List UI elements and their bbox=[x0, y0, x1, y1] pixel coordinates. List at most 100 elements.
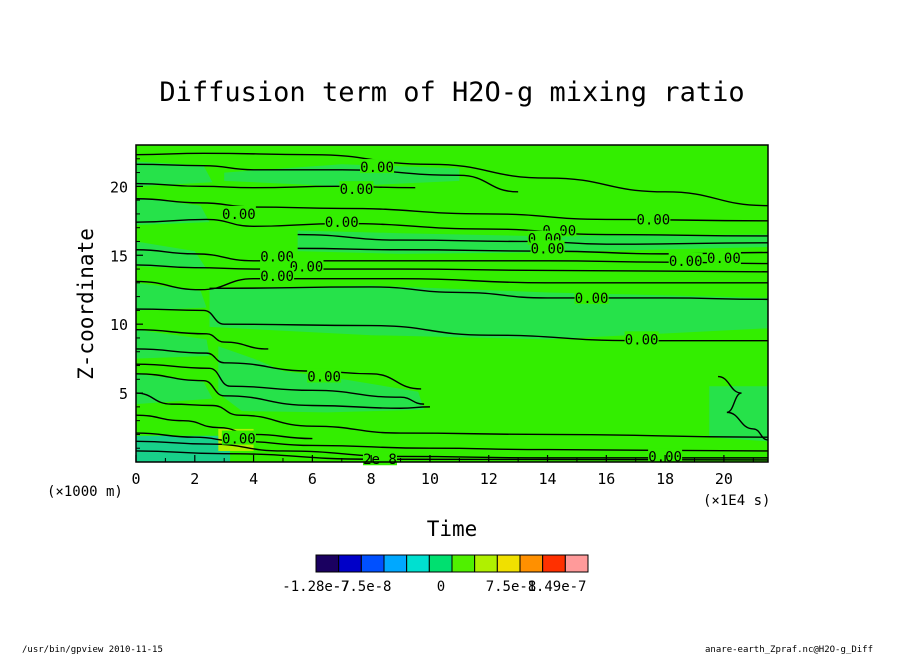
colorbar-swatch bbox=[451, 554, 476, 573]
contour-label-bg bbox=[339, 181, 374, 196]
contour-label: 0.00 bbox=[290, 259, 324, 275]
contour-label: 0.00 bbox=[636, 212, 670, 228]
contour-label-bg bbox=[668, 252, 703, 267]
x-tick-label: 2 bbox=[190, 470, 199, 488]
y-tick-label: 10 bbox=[110, 316, 128, 334]
contour-line bbox=[136, 163, 519, 193]
contour-line bbox=[136, 328, 269, 350]
contour-line bbox=[209, 286, 768, 301]
y-axis-label: Z-coordinate bbox=[74, 228, 98, 380]
contour-region bbox=[136, 161, 213, 187]
contour-label-bg bbox=[260, 267, 295, 282]
x-axis-label: Time bbox=[427, 517, 478, 541]
x-tick-label: 12 bbox=[480, 470, 498, 488]
contour-label-bg bbox=[530, 240, 565, 255]
contour-label-bg bbox=[324, 214, 359, 229]
contour-label: 0.00 bbox=[340, 182, 374, 198]
x-axis: 0 2 4 6 8 10 12 14 16 18 20 bbox=[131, 455, 754, 488]
colorbar-swatch bbox=[496, 554, 521, 573]
contour-label: 0.00 bbox=[625, 332, 659, 348]
x-tick-label: 6 bbox=[308, 470, 317, 488]
contour-lines bbox=[136, 152, 768, 461]
footer-right: anare-earth_Zpraf.nc@H2O-g_Diff bbox=[705, 645, 873, 654]
contour-line bbox=[136, 198, 768, 222]
x-tick-label: 18 bbox=[656, 470, 674, 488]
contour-label-bg bbox=[624, 331, 659, 346]
contour-label: 0.00 bbox=[669, 254, 703, 270]
contour-line bbox=[136, 152, 768, 207]
contour-label: 0.00 bbox=[707, 251, 741, 267]
colorbar-swatch bbox=[383, 554, 408, 573]
contour-label-bg bbox=[706, 250, 741, 265]
plot-frame bbox=[135, 144, 769, 463]
colorbar-swatch bbox=[428, 554, 453, 573]
contour-line bbox=[136, 277, 768, 291]
contour-region bbox=[136, 435, 231, 462]
x-unit-label: (×1E4 s) bbox=[703, 493, 770, 509]
contour-region bbox=[136, 329, 210, 359]
contour-label-bg bbox=[574, 289, 609, 304]
y-axis: 5 10 15 20 bbox=[110, 158, 143, 449]
contour-region bbox=[136, 241, 207, 270]
y-tick-label: 20 bbox=[110, 178, 128, 196]
contour-line bbox=[136, 392, 768, 438]
contour-label: 0.00 bbox=[260, 250, 294, 266]
colorbar-swatch bbox=[338, 554, 362, 573]
contour-label-bg bbox=[360, 159, 395, 174]
contour-label: 0.00 bbox=[575, 291, 609, 307]
x-tick-label: 14 bbox=[539, 470, 557, 488]
contour-line bbox=[136, 432, 768, 452]
footer-left: /usr/bin/gpview 2010-11-15 bbox=[22, 645, 163, 654]
contour-label-bg bbox=[307, 368, 342, 383]
contour-label-bg bbox=[289, 258, 324, 273]
colorbar-swatch bbox=[542, 554, 566, 573]
contour-label: 0.00 bbox=[307, 370, 341, 386]
contour-region bbox=[709, 386, 768, 442]
x-tick-label: 8 bbox=[367, 470, 376, 488]
colorbar-tick-label: -1.28e-7 bbox=[282, 579, 349, 595]
colorbar-tick-label: 0 bbox=[437, 579, 445, 595]
contour-region bbox=[136, 197, 210, 225]
contour-label: 0.00 bbox=[260, 269, 294, 285]
contour-label-bg bbox=[260, 248, 295, 263]
contour-line bbox=[136, 363, 425, 405]
contour-label: 2e 8 bbox=[363, 452, 397, 468]
contour-label-bg bbox=[221, 430, 256, 445]
colorbar-tick-label: -7.5e-8 bbox=[332, 579, 391, 595]
contour-region bbox=[136, 373, 213, 405]
colorbar-labels: -1.28e-7-7.5e-8 0 7.5e-81.49e-7 bbox=[282, 579, 586, 595]
contour-label: 0.00 bbox=[531, 241, 565, 257]
colorbar-swatch bbox=[315, 554, 340, 573]
colorbar-swatch bbox=[474, 554, 498, 573]
contour-line bbox=[136, 249, 768, 265]
contour-label: 0.00 bbox=[360, 160, 394, 176]
x-tick-label: 4 bbox=[249, 470, 258, 488]
colorbar-swatch bbox=[360, 554, 385, 573]
y-tick-label: 15 bbox=[110, 247, 128, 265]
x-tick-label: 16 bbox=[597, 470, 615, 488]
y-unit-label: (×1000 m) bbox=[47, 484, 123, 500]
contour-line bbox=[136, 218, 768, 237]
x-tick-label: 0 bbox=[131, 470, 140, 488]
colorbar bbox=[315, 554, 589, 573]
contour-line bbox=[136, 414, 313, 440]
contour-label: 0.00 bbox=[222, 432, 256, 448]
contour-line bbox=[136, 348, 422, 390]
contour-label: 0.00 bbox=[325, 215, 359, 231]
contour-line bbox=[136, 373, 430, 409]
colorbar-swatch bbox=[519, 554, 544, 573]
contour-label-bg bbox=[636, 211, 671, 226]
x-tick-label: 20 bbox=[715, 470, 733, 488]
contour-line bbox=[136, 264, 768, 273]
colorbar-swatch bbox=[564, 554, 589, 573]
contour-label-bg bbox=[221, 205, 256, 220]
contour-label: 0.00 bbox=[222, 207, 256, 223]
contour-line bbox=[136, 450, 768, 461]
colorbar-swatch bbox=[406, 554, 430, 573]
contour-labels: 0.000.000.000.000.000.000.000.000.000.00… bbox=[221, 159, 741, 468]
y-tick-label: 5 bbox=[119, 385, 128, 403]
x-tick-label: 10 bbox=[421, 470, 439, 488]
colorbar-tick-label: 1.49e-7 bbox=[527, 579, 586, 595]
colorbar-tick-label: 7.5e-8 bbox=[486, 579, 537, 595]
